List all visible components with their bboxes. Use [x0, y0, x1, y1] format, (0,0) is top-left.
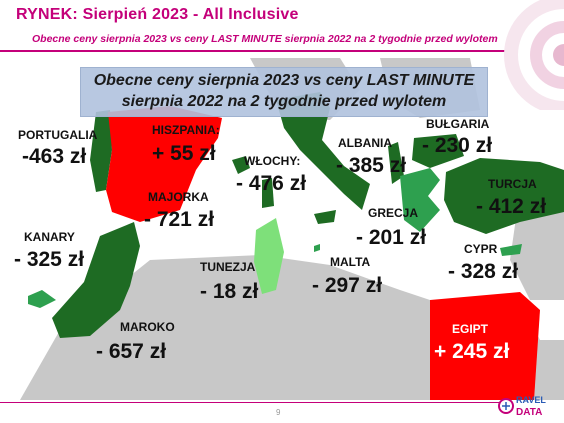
egypt-shape — [430, 292, 540, 400]
tunisia-shape — [254, 218, 284, 294]
label-bulgaria: BUŁGARIA — [426, 117, 490, 131]
value-tunezja: - 18 zł — [200, 280, 259, 303]
sicily-shape — [314, 210, 336, 224]
footer-divider — [0, 402, 500, 403]
label-turcja: TURCJA — [488, 177, 537, 191]
cyprus-shape — [500, 244, 522, 256]
label-egipt: EGIPT — [452, 322, 489, 336]
svg-text:DATA: DATA — [516, 407, 542, 418]
majorka-shape — [232, 156, 250, 174]
sardinia-shape — [262, 178, 274, 208]
page-number: 9 — [276, 408, 281, 417]
slide-title: RYNEK: Sierpień 2023 - All Inclusive — [16, 6, 299, 23]
label-maroko: MAROKO — [120, 320, 175, 334]
spain-shape — [106, 106, 222, 222]
morocco-shape — [52, 222, 140, 338]
label-grecja: GRECJA — [368, 206, 419, 220]
slide-header: RYNEK: Sierpień 2023 - All Inclusive Obe… — [0, 0, 564, 58]
value-maroko: - 657 zł — [96, 340, 167, 363]
header-divider — [0, 50, 520, 52]
label-albania: ALBANIA — [338, 136, 392, 150]
label-kanary: KANARY — [24, 230, 75, 244]
value-malta: - 297 zł — [312, 274, 383, 297]
malta-shape — [314, 244, 320, 252]
value-egipt: + 245 zł — [434, 340, 510, 363]
value-cypr: - 328 zł — [448, 260, 519, 283]
europe-map — [20, 58, 564, 400]
label-portugalia: PORTUGALIA — [18, 128, 98, 142]
canary-shape — [28, 290, 56, 308]
turkey-shape — [444, 158, 564, 234]
banner-line-1: Obecne ceny sierpnia 2023 vs ceny LAST M… — [93, 72, 475, 89]
value-bulgaria: - 230 zł — [422, 134, 493, 157]
value-grecja: - 201 zł — [356, 226, 427, 249]
travel-data-logo-icon: RAVEL DATA — [498, 395, 546, 418]
value-albania: - 385 zł — [336, 154, 407, 177]
portugal-shape — [90, 110, 112, 192]
target-decoration-icon — [504, 0, 564, 110]
value-hiszpania: + 55 zł — [152, 142, 216, 165]
label-hiszpania: HISZPANIA: — [152, 123, 220, 137]
land-background — [20, 58, 564, 400]
value-turcja: - 412 zł — [476, 195, 547, 218]
italy-shape — [276, 92, 370, 210]
slide-subtitle: Obecne ceny sierpnia 2023 vs ceny LAST M… — [32, 33, 498, 45]
greece-shape — [400, 168, 440, 232]
label-tunezja: TUNEZJA — [200, 260, 256, 274]
value-majorka: - 721 zł — [144, 208, 215, 231]
value-wlochy: - 476 zł — [236, 172, 307, 195]
label-majorka: MAJORKA — [148, 190, 209, 204]
label-cypr: CYPR — [464, 242, 498, 256]
value-kanary: - 325 zł — [14, 248, 85, 271]
bulgaria-shape — [412, 134, 464, 168]
albania-shape — [388, 142, 404, 184]
svg-text:RAVEL: RAVEL — [516, 395, 546, 405]
label-malta: MALTA — [330, 255, 371, 269]
label-wlochy: WŁOCHY: — [244, 154, 301, 168]
banner-line-2: sierpnia 2022 na 2 tygodnie przed wylote… — [121, 93, 447, 110]
info-banner: Obecne ceny sierpnia 2023 vs ceny LAST M… — [80, 67, 488, 117]
value-portugalia: -463 zł — [22, 145, 87, 168]
